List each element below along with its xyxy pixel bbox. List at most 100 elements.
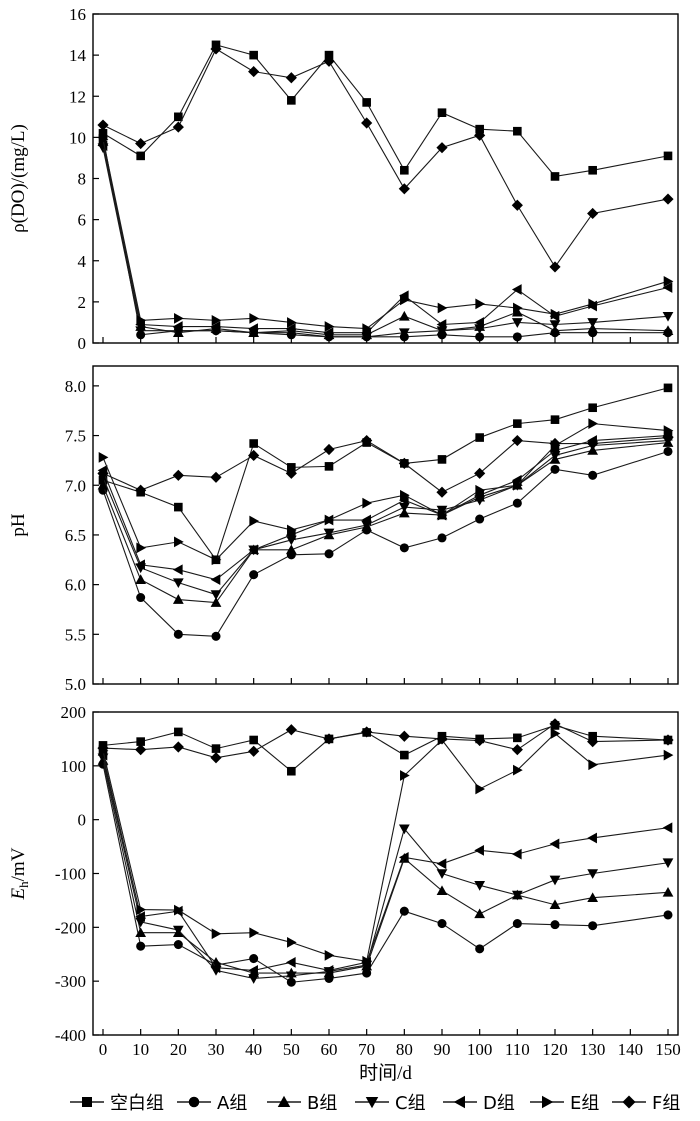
series-diamond <box>97 431 674 498</box>
data-point <box>398 328 410 339</box>
data-point <box>475 332 485 342</box>
data-point <box>436 505 448 516</box>
data-point <box>436 142 448 154</box>
legend-item: E组 <box>530 1093 599 1114</box>
data-point <box>97 467 109 479</box>
data-point <box>587 892 599 903</box>
data-point <box>587 207 599 220</box>
data-point <box>588 418 599 430</box>
data-point <box>362 968 372 978</box>
series-triangle-left <box>97 140 673 339</box>
data-point <box>135 574 147 584</box>
series-line <box>102 48 669 268</box>
data-point <box>399 543 409 553</box>
x-tick-label: 40 <box>245 1040 262 1059</box>
data-point <box>136 593 146 603</box>
data-point <box>361 726 373 738</box>
data-point <box>588 470 598 480</box>
legend-marker <box>277 1095 291 1107</box>
data-point <box>588 921 598 931</box>
data-point <box>172 925 184 936</box>
data-point <box>550 728 561 739</box>
data-point <box>285 956 296 968</box>
data-point <box>400 294 410 306</box>
data-point <box>662 734 674 746</box>
data-point <box>136 904 147 915</box>
data-point <box>97 742 109 754</box>
data-point <box>172 321 183 332</box>
data-point <box>172 741 184 753</box>
data-point <box>513 126 522 136</box>
data-point <box>362 497 373 509</box>
data-point <box>172 121 184 133</box>
legend-item: 空白组 <box>70 1093 164 1114</box>
data-point <box>136 941 146 951</box>
data-point <box>475 783 486 795</box>
data-point <box>588 298 599 310</box>
data-point <box>587 832 597 844</box>
data-point <box>513 479 523 491</box>
series-triangle-right <box>98 418 674 566</box>
data-point <box>136 737 145 746</box>
data-point <box>662 858 674 869</box>
data-point <box>588 403 597 413</box>
series-triangle-right <box>98 728 674 967</box>
data-point <box>361 117 373 129</box>
data-point <box>549 261 561 273</box>
data-point <box>663 275 674 287</box>
data-point <box>249 439 258 448</box>
data-point <box>549 325 561 335</box>
data-point <box>588 165 597 175</box>
data-point <box>324 321 335 332</box>
data-point <box>474 734 486 747</box>
legend-label: E组 <box>570 1093 599 1114</box>
data-point <box>662 325 674 335</box>
data-point <box>211 928 222 940</box>
data-point <box>324 50 334 60</box>
y-tick-label: 10 <box>69 128 86 147</box>
data-point <box>436 858 447 870</box>
series-triangle-up <box>97 437 674 607</box>
data-point <box>436 486 448 498</box>
data-point <box>512 498 522 508</box>
legend-label: D组 <box>483 1093 515 1114</box>
data-point <box>98 134 109 145</box>
data-point <box>662 431 674 444</box>
data-point <box>588 759 599 771</box>
data-point <box>400 750 409 760</box>
data-point <box>97 119 109 131</box>
data-point <box>512 332 522 342</box>
data-point <box>210 471 222 483</box>
x-tick-label: 50 <box>283 1040 300 1059</box>
y-axis-title: Eh/mV <box>8 847 31 900</box>
data-point <box>248 965 258 976</box>
data-point <box>474 317 484 328</box>
y-tick-label: 0 <box>78 811 87 830</box>
y-tick-label: -100 <box>55 865 86 884</box>
legend-label: C组 <box>395 1093 426 1114</box>
data-point <box>587 736 599 748</box>
x-tick-label: 10 <box>132 1040 149 1059</box>
y-tick-label: -200 <box>55 918 86 937</box>
data-point <box>287 524 297 536</box>
data-point <box>210 574 221 586</box>
data-point <box>324 514 335 526</box>
x-tick-label: 150 <box>655 1040 681 1059</box>
data-point <box>287 463 296 472</box>
y-tick-label: 4 <box>78 252 87 271</box>
data-point <box>436 885 448 896</box>
x-tick-label: 140 <box>618 1040 644 1059</box>
data-point <box>475 298 486 310</box>
legend-label: 空白组 <box>110 1093 164 1114</box>
data-point <box>400 165 409 175</box>
data-point <box>549 320 561 330</box>
data-point <box>323 528 335 539</box>
data-point <box>474 844 484 856</box>
data-point <box>475 124 484 134</box>
data-point <box>136 542 147 554</box>
data-point <box>324 549 334 559</box>
data-point <box>285 72 297 84</box>
data-point <box>474 881 486 891</box>
series-line <box>102 723 669 759</box>
data-point <box>398 502 410 513</box>
